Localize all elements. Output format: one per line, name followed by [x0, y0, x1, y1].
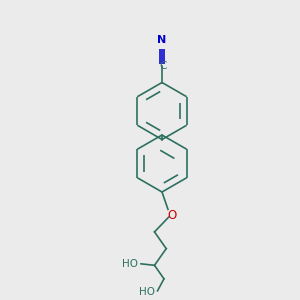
Text: N: N	[158, 35, 166, 45]
Text: O: O	[167, 209, 176, 222]
Text: HO: HO	[139, 287, 154, 297]
Text: HO: HO	[122, 259, 138, 269]
Text: C: C	[159, 61, 167, 71]
